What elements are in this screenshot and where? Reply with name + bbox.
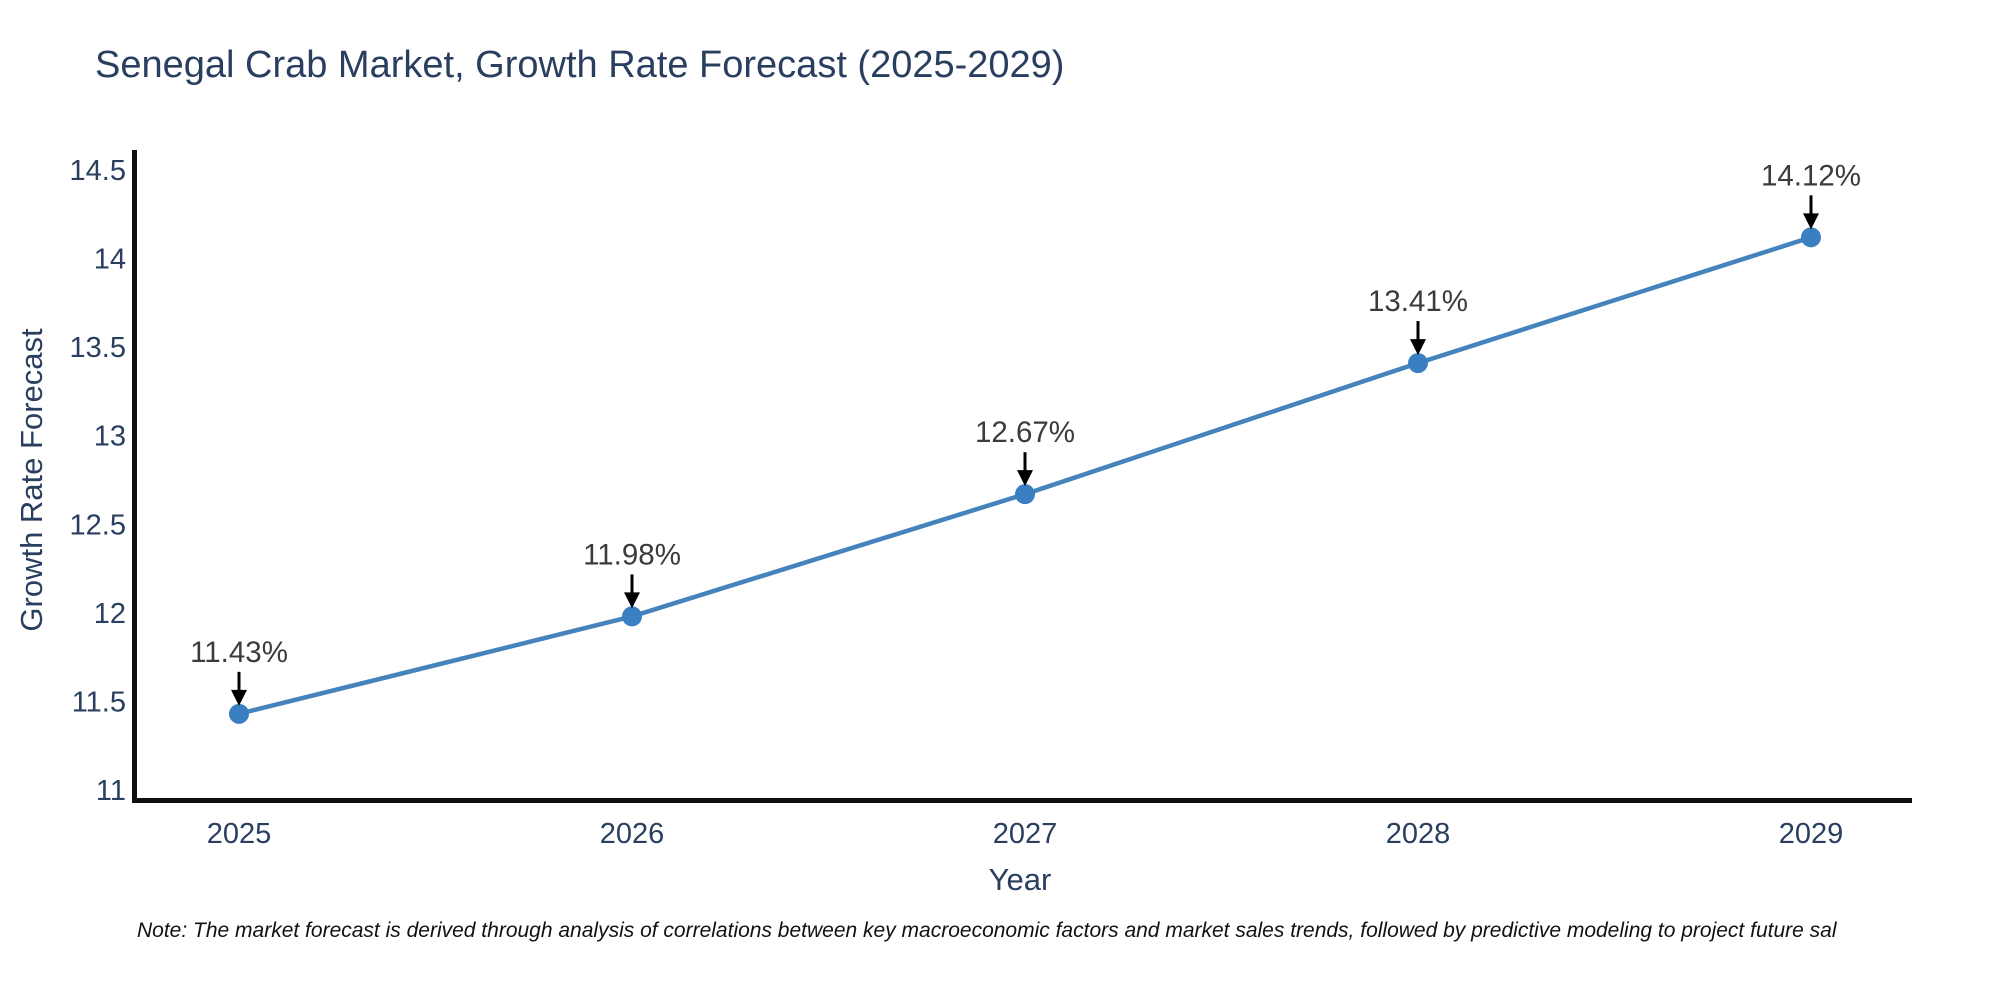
y-tick-label: 11.5: [72, 686, 126, 718]
x-tick-label: 2028: [1386, 818, 1451, 850]
y-tick-label: 12: [94, 598, 126, 630]
x-axis-title: Year: [988, 862, 1052, 897]
y-tick-label: 11: [96, 775, 126, 807]
annotation-arrowhead: [1803, 213, 1819, 230]
x-tick-label: 2027: [993, 818, 1058, 850]
data-point-marker[interactable]: [622, 606, 642, 627]
x-tick-label: 2025: [207, 818, 272, 850]
footnote: Note: The market forecast is derived thr…: [137, 919, 1837, 942]
data-point-marker[interactable]: [1801, 227, 1821, 248]
x-tick-label: 2029: [1779, 818, 1844, 850]
point-annotation-label: 13.41%: [1368, 285, 1468, 318]
data-point-marker[interactable]: [1015, 484, 1035, 505]
x-tick-label: 2026: [600, 818, 665, 850]
annotation-arrowhead: [231, 689, 247, 706]
point-annotation-label: 11.98%: [583, 538, 681, 571]
annotation-arrowhead: [624, 592, 640, 609]
y-tick-label: 14: [94, 244, 126, 276]
chart-title: Senegal Crab Market, Growth Rate Forecas…: [95, 44, 1065, 86]
y-tick-label: 12.5: [70, 509, 126, 541]
annotation-arrowhead: [1017, 470, 1033, 487]
y-tick-label: 14.5: [70, 155, 126, 187]
data-point-marker[interactable]: [229, 703, 249, 724]
annotation-arrowhead: [1410, 339, 1426, 356]
point-annotation-label: 14.12%: [1761, 159, 1861, 192]
point-annotation-label: 12.67%: [975, 416, 1075, 449]
data-point-marker[interactable]: [1408, 353, 1428, 374]
point-annotation-label: 11.43%: [190, 636, 288, 669]
y-tick-label: 13: [94, 421, 126, 453]
y-tick-label: 13.5: [70, 332, 126, 364]
